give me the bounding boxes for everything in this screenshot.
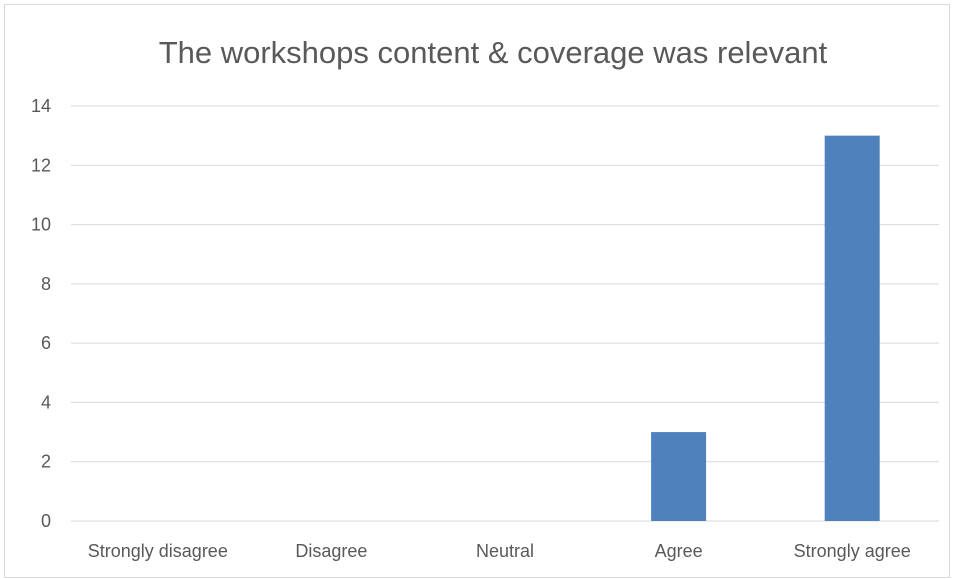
y-tick-label: 0 xyxy=(41,511,51,531)
x-tick-label: Agree xyxy=(655,541,703,561)
bar-chart: The workshops content & coverage was rel… xyxy=(31,35,939,561)
bar-strongly-agree xyxy=(824,135,880,521)
y-tick-label: 10 xyxy=(31,215,51,235)
bar-agree xyxy=(651,432,707,521)
chart-title: The workshops content & coverage was rel… xyxy=(159,35,828,70)
chart-area: The workshops content & coverage was rel… xyxy=(4,4,950,578)
bars xyxy=(651,135,880,521)
y-tick-label: 12 xyxy=(31,155,51,175)
gridlines xyxy=(71,105,939,522)
y-tick-label: 6 xyxy=(41,333,51,353)
y-tick-label: 2 xyxy=(41,452,51,472)
y-tick-label: 4 xyxy=(41,392,51,412)
y-tick-label: 8 xyxy=(41,274,51,294)
x-tick-label: Strongly disagree xyxy=(88,541,228,561)
x-tick-label: Disagree xyxy=(295,541,367,561)
y-axis-ticks: 0 2 4 6 8 10 12 14 xyxy=(31,96,51,531)
x-tick-label: Strongly agree xyxy=(794,541,911,561)
y-tick-label: 14 xyxy=(31,96,51,116)
x-axis-ticks: Strongly disagree Disagree Neutral Agree Str… xyxy=(88,541,911,561)
x-tick-label: Neutral xyxy=(476,541,534,561)
